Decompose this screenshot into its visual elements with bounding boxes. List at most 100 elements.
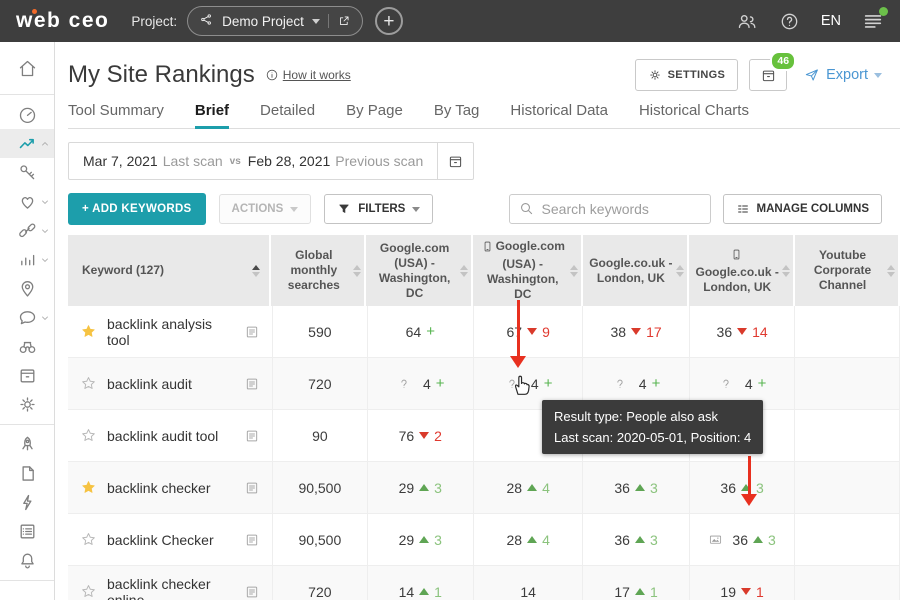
rank-cell[interactable]: 4 +	[474, 358, 584, 409]
rank-cell[interactable]: 14 1	[368, 566, 475, 600]
note-icon[interactable]	[244, 532, 260, 548]
sidebar-item-dashboard[interactable]	[0, 100, 54, 129]
tab-by-page[interactable]: By Page	[346, 102, 403, 119]
search-input[interactable]	[508, 194, 711, 224]
column-header-keyword[interactable]: Keyword (127)	[68, 235, 272, 306]
rank-cell[interactable]: 28 4	[474, 514, 584, 565]
sidebar-item-quick-scan[interactable]	[0, 488, 54, 517]
help-icon[interactable]	[779, 11, 800, 32]
scan-calendar-button[interactable]: 46	[749, 51, 797, 91]
rank-cell[interactable]: 64 +	[368, 306, 475, 357]
actions-button[interactable]: ACTIONS	[218, 194, 312, 224]
how-it-works-link[interactable]: How it works	[265, 68, 351, 82]
star-outline-icon[interactable]	[80, 427, 97, 444]
tab-by-tag[interactable]: By Tag	[433, 102, 480, 119]
add-tag-icon[interactable]: +	[757, 375, 767, 392]
add-tag-icon[interactable]: +	[651, 375, 661, 392]
rank-cell[interactable]: 36 3	[583, 462, 690, 513]
star-outline-icon[interactable]	[80, 531, 97, 548]
settings-button[interactable]: SETTINGS	[634, 59, 739, 91]
rank-cell[interactable]: 14	[474, 566, 584, 600]
sidebar-item-social[interactable]	[0, 303, 54, 332]
columns-icon	[737, 205, 748, 213]
sidebar-item-rankings[interactable]	[0, 129, 54, 158]
sort-arrows-icon[interactable]	[887, 264, 896, 277]
sidebar-item-task-list[interactable]	[0, 517, 54, 546]
rank-cell[interactable]: 29 3	[368, 462, 475, 513]
rank-cell[interactable]: 36 3	[690, 514, 796, 565]
add-tag-icon[interactable]: +	[543, 375, 553, 392]
column-header-engine-4[interactable]: Google.co.uk - London, UK	[583, 235, 690, 306]
external-link-icon[interactable]	[327, 14, 351, 28]
star-outline-icon[interactable]	[80, 583, 97, 600]
note-icon[interactable]	[244, 428, 260, 444]
rank-cell[interactable]: 67 9	[474, 306, 584, 357]
add-tag-icon[interactable]: +	[435, 375, 445, 392]
rank-cell[interactable]: 36 3	[690, 462, 796, 513]
rank-down-icon	[419, 432, 430, 439]
sidebar-item-competitors[interactable]	[0, 332, 54, 361]
webceo-logo[interactable]: web ceo	[16, 9, 109, 33]
sidebar-item-settings[interactable]	[0, 390, 54, 419]
rank-cell[interactable]: 4 +	[690, 358, 796, 409]
sort-arrows-icon[interactable]	[459, 264, 468, 277]
sort-arrows-icon[interactable]	[569, 264, 578, 277]
tab-historical-data[interactable]: Historical Data	[510, 102, 608, 119]
sidebar-item-scan-schedule[interactable]	[0, 361, 54, 390]
users-icon[interactable]	[736, 10, 758, 32]
sidebar-item-home[interactable]	[0, 47, 54, 89]
rank-cell[interactable]: 38 17	[583, 306, 690, 357]
sort-arrows-icon[interactable]	[353, 264, 362, 277]
tab-brief[interactable]: Brief	[194, 102, 230, 129]
rank-cell[interactable]: 17 1	[583, 566, 690, 600]
star-outline-icon[interactable]	[80, 375, 97, 392]
export-button[interactable]: Export	[804, 67, 882, 83]
sidebar-item-upgrade[interactable]	[0, 430, 54, 459]
rank-cell[interactable]: 19 1	[690, 566, 796, 600]
tab-tool-summary[interactable]: Tool Summary	[68, 102, 164, 119]
column-header-engine-3-mobile[interactable]: Google.com (USA) - Washington, DC	[473, 235, 583, 306]
rank-cell[interactable]: 76 2	[368, 410, 475, 461]
note-icon[interactable]	[244, 324, 260, 340]
rank-change: 3	[756, 479, 764, 496]
column-header-engine-5-mobile[interactable]: Google.co.uk - London, UK	[689, 235, 796, 306]
sort-arrows-icon[interactable]	[676, 264, 685, 277]
add-tag-icon[interactable]: +	[426, 323, 435, 340]
sidebar-item-keywords[interactable]	[0, 158, 54, 187]
rank-cell[interactable]: 4 +	[583, 358, 690, 409]
manage-columns-button[interactable]: MANAGE COLUMNS	[722, 194, 882, 224]
language-selector[interactable]: EN	[820, 13, 841, 29]
star-filled-icon[interactable]	[80, 479, 97, 496]
scan-date-selector[interactable]: Mar 7, 2021 Last scan vs Feb 28, 2021 Pr…	[68, 142, 475, 180]
tab-historical-charts[interactable]: Historical Charts	[638, 102, 749, 119]
filters-button[interactable]: FILTERS	[324, 194, 434, 224]
column-header-engine-2[interactable]: Google.com (USA) - Washington, DC	[366, 235, 473, 306]
sort-arrows-icon[interactable]	[782, 264, 791, 277]
tab-detailed[interactable]: Detailed	[260, 102, 316, 119]
project-selector[interactable]: Demo Project	[187, 6, 363, 36]
sidebar-item-alerts[interactable]	[0, 546, 54, 575]
note-icon[interactable]	[244, 584, 260, 600]
rank-cell[interactable]: 4 +	[368, 358, 475, 409]
page-header: My Site Rankings How it works SETTINGS 4…	[68, 51, 882, 92]
add-project-button[interactable]: +	[374, 7, 403, 35]
note-icon[interactable]	[244, 480, 260, 496]
sidebar-item-local-seo[interactable]	[0, 274, 54, 303]
sidebar-item-expand[interactable]	[0, 595, 54, 600]
sidebar-item-traffic[interactable]	[0, 245, 54, 274]
sidebar-item-pdf-reports[interactable]	[0, 459, 54, 488]
sidebar-item-site-health[interactable]	[0, 187, 54, 216]
scan-calendar-toggle[interactable]	[437, 143, 473, 179]
note-icon[interactable]	[244, 376, 260, 392]
column-header-engine-6[interactable]: Youtube Corporate Channel	[795, 235, 900, 306]
sidebar-item-backlinks[interactable]	[0, 216, 54, 245]
rank-cell[interactable]: 36 3	[583, 514, 690, 565]
column-header-volume[interactable]: Global monthly searches	[271, 235, 367, 306]
sort-arrows-icon[interactable]	[252, 264, 261, 277]
rank-cell[interactable]: 29 3	[368, 514, 475, 565]
add-keywords-button[interactable]: + ADD KEYWORDS	[68, 193, 206, 225]
star-filled-icon[interactable]	[80, 323, 97, 340]
menu-button[interactable]	[862, 7, 888, 32]
rank-cell[interactable]: 36 14	[690, 306, 796, 357]
rank-cell[interactable]: 28 4	[474, 462, 584, 513]
